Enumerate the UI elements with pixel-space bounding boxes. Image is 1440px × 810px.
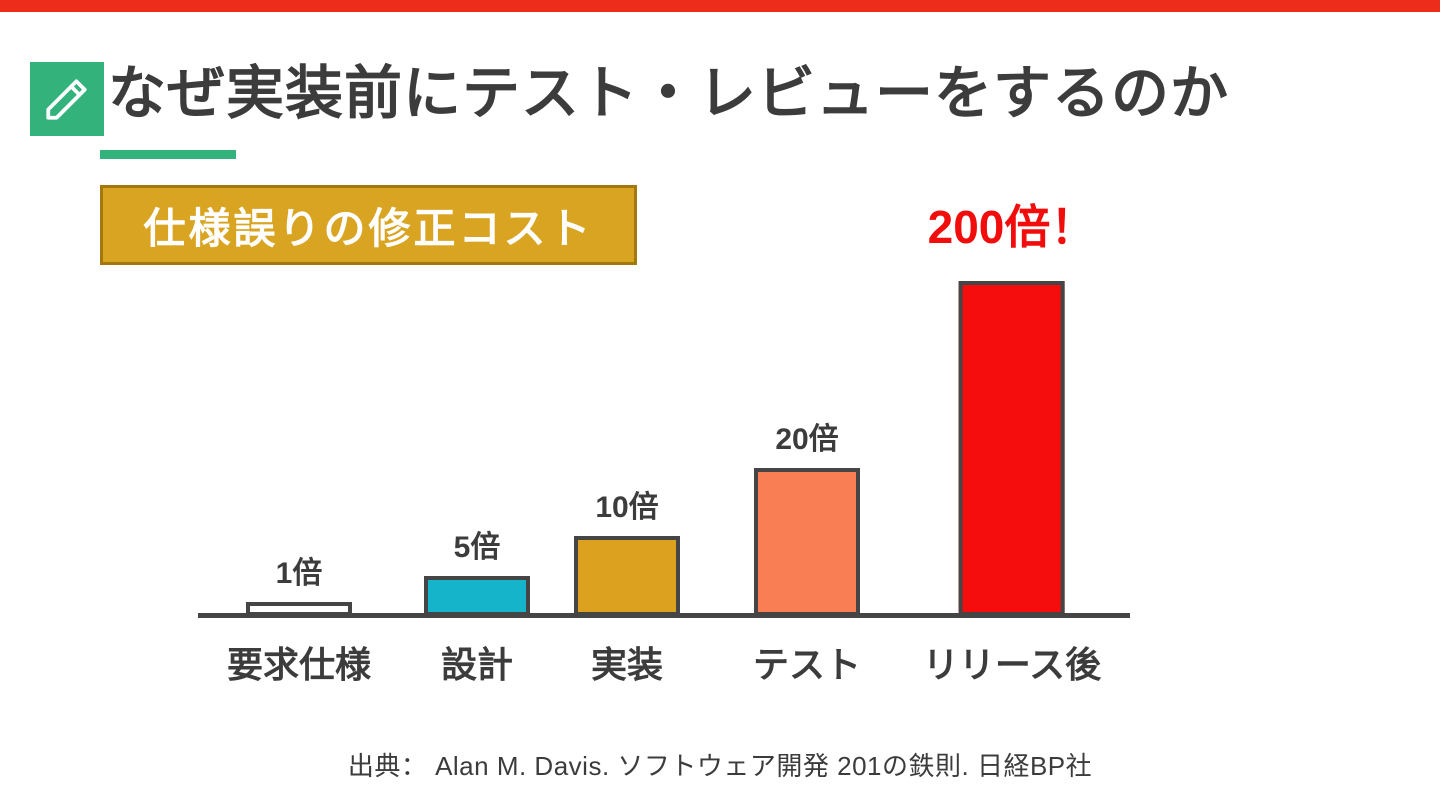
title-underline — [100, 150, 236, 159]
x-axis-line — [198, 613, 1130, 618]
bar-category-label: リリース後 — [922, 644, 1102, 685]
bar — [424, 576, 530, 616]
bar-group-2: 5倍設計 — [424, 522, 530, 685]
bar-category-label: 要求仕様 — [226, 644, 372, 685]
bar-value-label: 200倍！ — [927, 201, 1097, 253]
chart-title: 仕様誤りの修正コスト — [143, 204, 594, 252]
bar-group-3: 10倍実装 — [574, 482, 680, 685]
bar-value-label: 10倍 — [595, 491, 659, 524]
top-accent-strip — [0, 0, 1440, 12]
pencil-icon — [30, 62, 104, 136]
bar-category-label: 実装 — [590, 644, 664, 685]
bar — [574, 536, 680, 616]
bar-group-5: 200倍！ リリース後 — [923, 191, 1101, 685]
bar-group-1: 1倍要求仕様 — [227, 548, 371, 685]
bar-category-label: 設計 — [440, 644, 514, 685]
bar-value-label: 5倍 — [453, 531, 501, 564]
source-citation: 出典： Alan M. Davis. ソフトウェア開発 201の鉄則. 日経BP… — [347, 751, 1093, 781]
bar-category-label: テスト — [752, 644, 862, 685]
chart-title-box: 仕様誤りの修正コスト — [100, 185, 637, 265]
bar-group-4: 20倍テスト — [753, 414, 861, 685]
bar — [754, 468, 860, 616]
bar-value-label: 1倍 — [275, 557, 323, 590]
slide-title: なぜ実装前にテスト・レビューをするのか — [108, 61, 1230, 126]
bar-value-label: 20倍 — [775, 423, 839, 456]
bar — [959, 281, 1065, 616]
